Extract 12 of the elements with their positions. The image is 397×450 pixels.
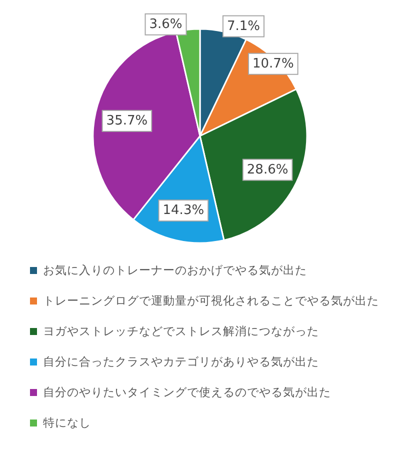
data-label: 35.7%: [106, 113, 148, 128]
data-label: 10.7%: [252, 56, 294, 72]
legend-label: 自分のやりたいタイミングで使えるのでやる気が出た: [43, 385, 331, 399]
data-label: 7.1%: [226, 18, 260, 34]
legend-label: お気に入りのトレーナーのおかげでやる気が出た: [43, 263, 307, 277]
data-label: 3.6%: [149, 16, 182, 32]
legend-label: 特になし: [43, 416, 91, 430]
legend-label: 自分に合ったクラスやカテゴリがありやる気が出た: [43, 354, 319, 368]
legend-label: トレーニングログで運動量が可視化されることでやる気が出た: [43, 294, 379, 308]
data-label: 14.3%: [162, 203, 204, 218]
data-label: 28.6%: [246, 162, 288, 178]
legend-label: ヨガやストレッチなどでストレス解消につながった: [43, 324, 319, 338]
